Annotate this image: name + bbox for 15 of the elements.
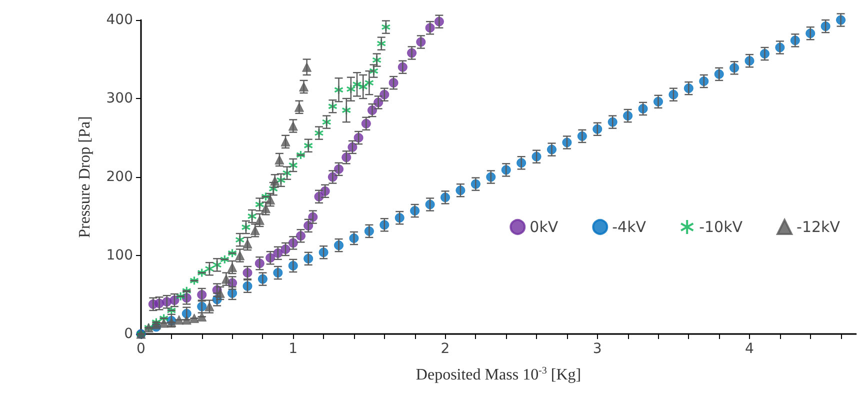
x-tick-label: 1: [288, 341, 298, 357]
y-tick-label: 200: [106, 169, 133, 185]
y-tick-label: 400: [106, 12, 133, 28]
y-tick-label: 0: [124, 326, 133, 342]
y-tick-label: 300: [106, 90, 133, 106]
x-tick-label: 3: [592, 341, 602, 357]
legend-label: 0kV: [530, 218, 559, 236]
x-tick-label: 4: [745, 341, 754, 357]
y-axis-title: Pressure Drop [Pa]: [76, 116, 94, 238]
legend-label: -4kV: [612, 218, 647, 236]
legend-label: -10kV: [699, 218, 744, 236]
x-tick-label: 2: [440, 341, 450, 357]
x-tick-label: 0: [136, 341, 146, 357]
y-tick-label: 100: [106, 248, 133, 264]
legend-label: -12kV: [796, 218, 841, 236]
